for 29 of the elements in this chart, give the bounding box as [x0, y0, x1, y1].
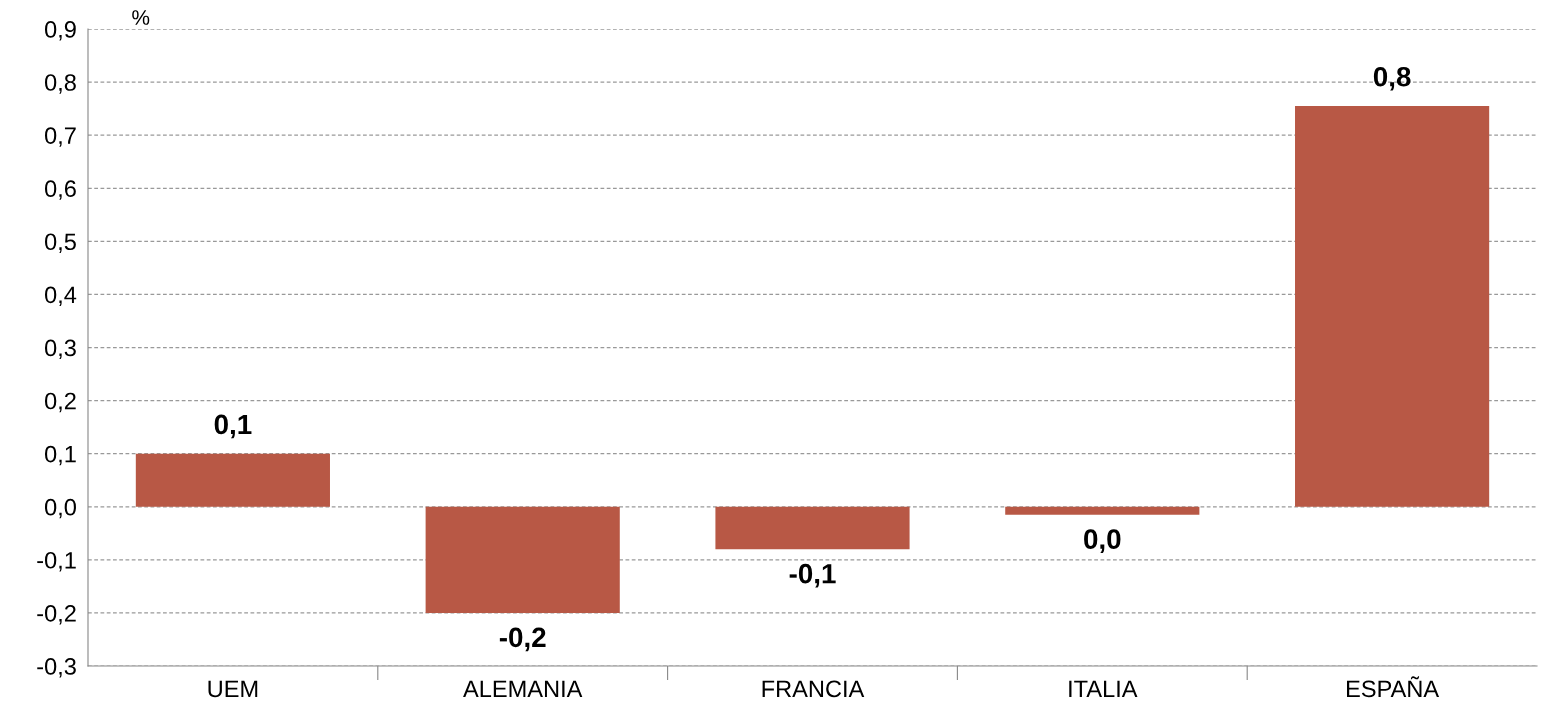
- y-tick-label: -0,1: [37, 551, 76, 572]
- y-tick-label: 0,9: [44, 21, 76, 41]
- data-label: 0,0: [1084, 529, 1121, 554]
- data-label: -0,1: [789, 563, 836, 588]
- bar: [425, 506, 620, 613]
- x-tick-label: ESPAÑA: [1347, 676, 1440, 698]
- y-tick-label: 0,0: [44, 498, 76, 519]
- y-tick-label: 0,6: [44, 180, 76, 200]
- x-tick-label: ALEMANIA: [463, 680, 583, 697]
- bar: [715, 506, 910, 550]
- x-tick-label: ITALIA: [1069, 680, 1138, 697]
- x-tick-label: UEM: [208, 680, 258, 698]
- data-label: 0,1: [214, 414, 252, 439]
- y-tick-label: 0,5: [44, 233, 76, 253]
- bar: [1295, 105, 1490, 507]
- data-label: -0,2: [499, 627, 546, 652]
- y-tick-label: 0,8: [44, 74, 76, 94]
- bar: [135, 453, 330, 507]
- y-tick-label: 0,2: [44, 392, 76, 413]
- y-tick-label: 0,7: [44, 127, 76, 147]
- y-tick-label: -0,2: [37, 604, 76, 625]
- bar: [1005, 506, 1200, 515]
- y-tick-label: 0,1: [44, 445, 76, 466]
- y-tick-label: 0,3: [44, 339, 76, 360]
- y-axis-title: %: [132, 10, 150, 25]
- y-tick-label: -0,3: [37, 658, 76, 678]
- data-label: 0,8: [1373, 66, 1411, 91]
- x-tick-label: FRANCIA: [762, 680, 865, 698]
- y-tick-label: 0,4: [44, 286, 77, 306]
